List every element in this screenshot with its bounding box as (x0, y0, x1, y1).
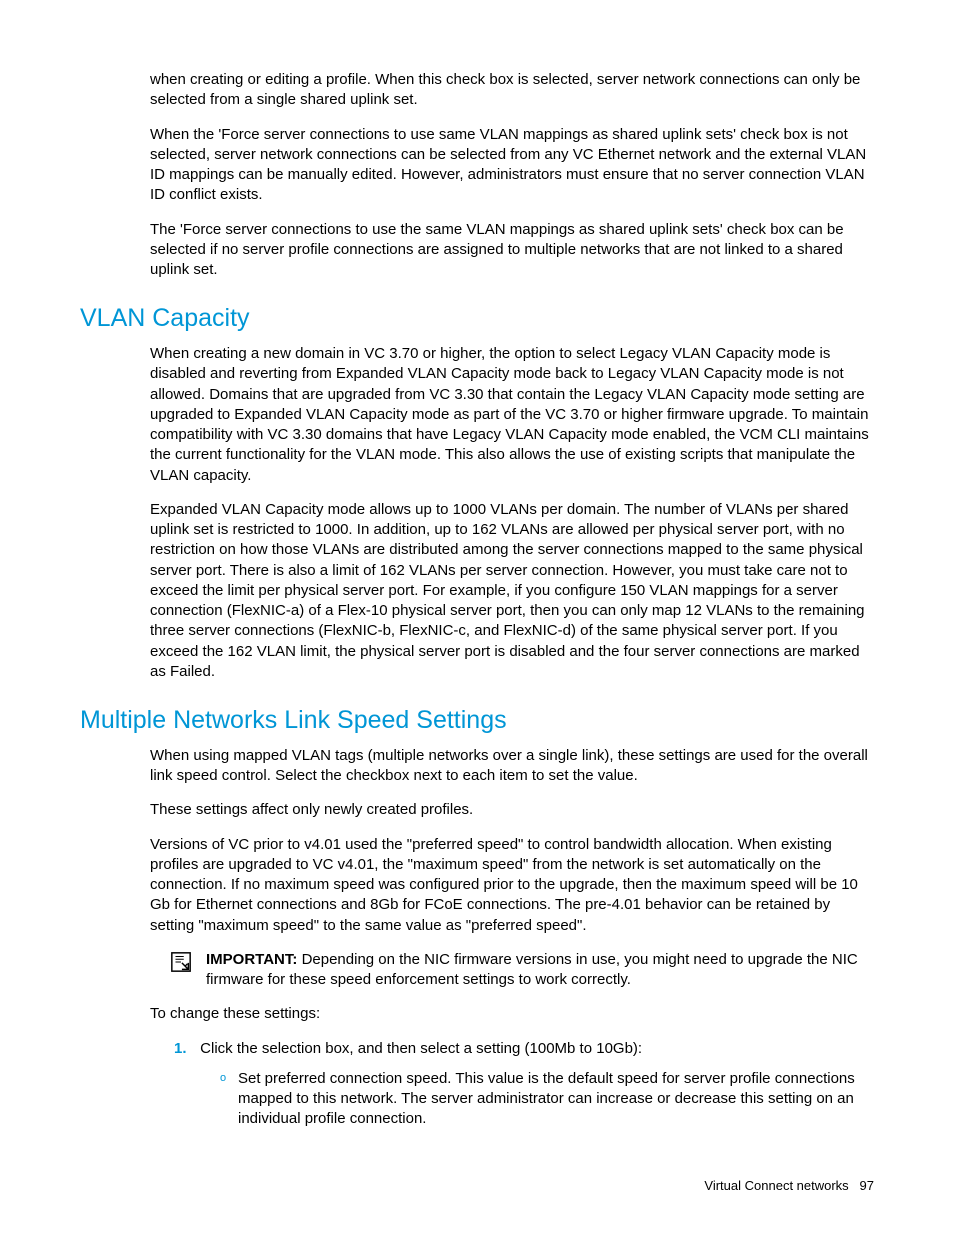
important-label: IMPORTANT: (206, 951, 297, 968)
mlss-p4: To change these settings: (150, 1004, 874, 1024)
step-1-sub-1: Set preferred connection speed. This val… (220, 1069, 874, 1130)
page-footer: Virtual Connect networks 97 (704, 1177, 874, 1195)
vlan-p2: Expanded VLAN Capacity mode allows up to… (150, 500, 874, 682)
intro-p2: When the 'Force server connections to us… (150, 125, 874, 206)
intro-p1: when creating or editing a profile. When… (150, 70, 874, 111)
vlan-body: When creating a new domain in VC 3.70 or… (150, 344, 874, 682)
step-1-text: Click the selection box, and then select… (200, 1040, 642, 1057)
note-icon (170, 951, 192, 979)
vlan-p1: When creating a new domain in VC 3.70 or… (150, 344, 874, 486)
mlss-p3: Versions of VC prior to v4.01 used the "… (150, 835, 874, 936)
heading-multiple-networks: Multiple Networks Link Speed Settings (80, 704, 874, 738)
document-page: when creating or editing a profile. When… (0, 0, 954, 1235)
important-body: Depending on the NIC firmware versions i… (206, 951, 858, 988)
steps-list: 1. Click the selection box, and then sel… (174, 1039, 874, 1130)
intro-block: when creating or editing a profile. When… (150, 70, 874, 280)
heading-vlan-capacity: VLAN Capacity (80, 302, 874, 336)
mlss-p2: These settings affect only newly created… (150, 800, 874, 820)
step-1-sublist: Set preferred connection speed. This val… (220, 1069, 874, 1130)
footer-page: 97 (860, 1178, 874, 1193)
intro-p3: The 'Force server connections to use the… (150, 220, 874, 281)
step-1: 1. Click the selection box, and then sel… (174, 1039, 874, 1130)
mlss-body: When using mapped VLAN tags (multiple ne… (150, 746, 874, 1130)
important-callout: IMPORTANT: Depending on the NIC firmware… (170, 950, 874, 991)
important-text-block: IMPORTANT: Depending on the NIC firmware… (206, 950, 874, 991)
footer-section: Virtual Connect networks (704, 1178, 848, 1193)
mlss-p1: When using mapped VLAN tags (multiple ne… (150, 746, 874, 787)
step-1-number: 1. (174, 1039, 196, 1059)
